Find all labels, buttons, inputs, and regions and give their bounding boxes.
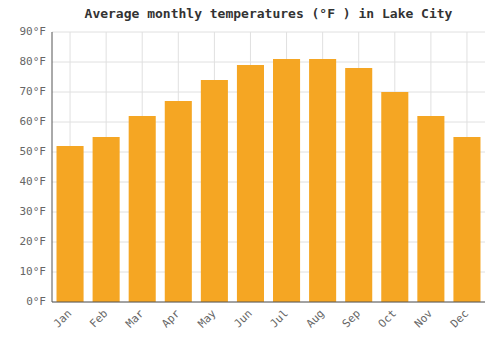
x-tick-label: Sep	[340, 307, 363, 330]
x-tick-label: Nov	[412, 307, 436, 331]
y-tick-label: 60°F	[20, 115, 47, 128]
x-tick-label: Mar	[123, 307, 147, 331]
x-axis-line	[52, 302, 485, 303]
x-tick-label: Aug	[304, 307, 327, 330]
y-tick-label: 90°F	[20, 25, 47, 38]
y-grid-line	[52, 302, 485, 303]
x-tick-label: Oct	[376, 307, 399, 330]
y-tick-label: 0°F	[26, 295, 46, 308]
axes: 0°F 10°F 20°F 30°F 40°F 50°F 60°F 70°F 80°F 90°F J…	[20, 25, 486, 330]
bar	[345, 68, 372, 302]
y-tick-label: 80°F	[20, 55, 47, 68]
y-tick-label: 40°F	[20, 175, 47, 188]
x-tick-label: Feb	[87, 307, 110, 330]
y-grid-line	[52, 32, 485, 33]
x-tick-label: Jul	[268, 307, 291, 330]
y-tick-label: 50°F	[20, 145, 47, 158]
bar	[93, 137, 120, 302]
bar	[453, 137, 480, 302]
y-grid-line	[52, 62, 485, 63]
bar	[237, 65, 264, 302]
x-tick-label: Apr	[159, 307, 183, 331]
bar	[129, 116, 156, 302]
x-tick-label: Dec	[448, 307, 471, 330]
y-tick-label: 10°F	[20, 265, 47, 278]
x-tick-label: Jan	[51, 307, 74, 330]
y-grid-line	[52, 92, 485, 93]
chart: 0°F 10°F 20°F 30°F 40°F 50°F 60°F 70°F 80°F 90°F J…	[0, 0, 500, 350]
grid	[52, 32, 485, 302]
bar	[201, 80, 228, 302]
chart-container: 0°F 10°F 20°F 30°F 40°F 50°F 60°F 70°F 80°F 90°F J…	[0, 0, 500, 350]
x-tick-label: Jun	[231, 307, 254, 330]
bars	[57, 59, 481, 302]
bar	[309, 59, 336, 302]
bar	[57, 146, 84, 302]
bar	[381, 92, 408, 302]
y-axis-line	[52, 32, 53, 302]
y-tick-label: 30°F	[20, 205, 47, 218]
bar	[165, 101, 192, 302]
bar	[273, 59, 300, 302]
bar	[417, 116, 444, 302]
title: Average monthly temperatures (°F ) in La…	[85, 6, 453, 21]
x-tick-label: May	[195, 307, 219, 331]
y-tick-label: 20°F	[20, 235, 47, 248]
y-tick-label: 70°F	[20, 85, 47, 98]
